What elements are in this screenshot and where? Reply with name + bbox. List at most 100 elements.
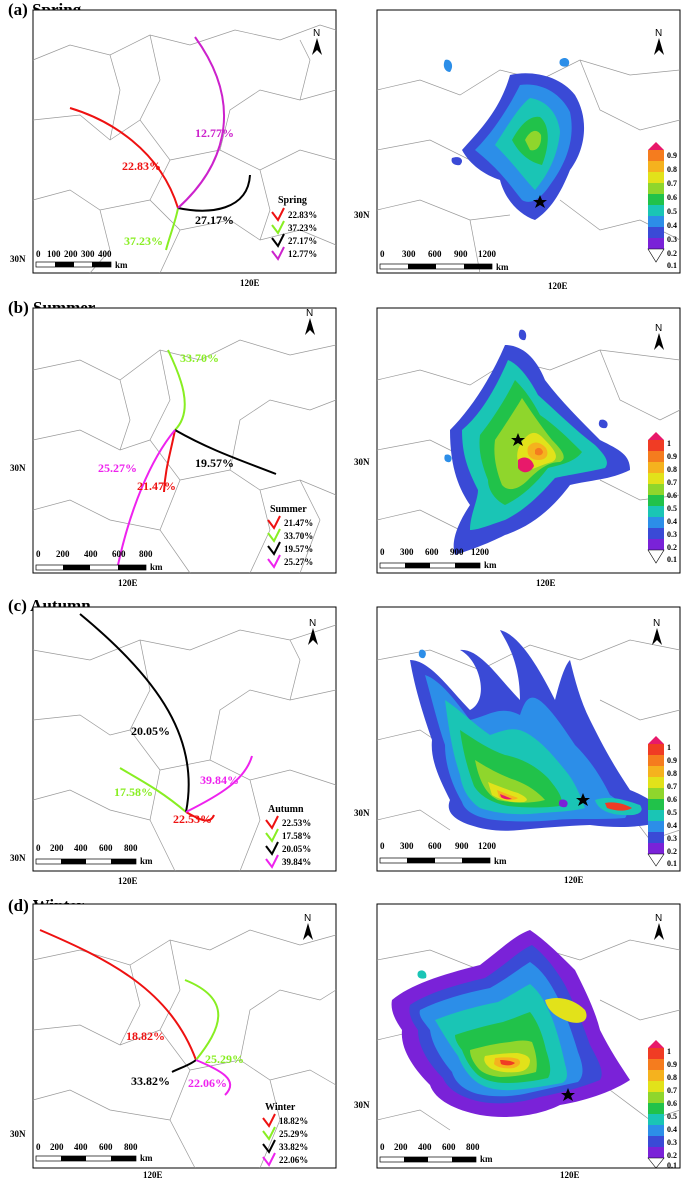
svg-text:400: 400 xyxy=(418,1142,432,1152)
svg-text:600: 600 xyxy=(428,249,442,259)
svg-text:30N: 30N xyxy=(354,210,370,220)
svg-text:0.4: 0.4 xyxy=(667,221,677,230)
north-arrow: N xyxy=(308,618,318,645)
right-scale-bar: 0 300 600 900 1200 km xyxy=(379,841,507,866)
svg-text:33.82%: 33.82% xyxy=(131,1074,170,1088)
svg-text:0.1: 0.1 xyxy=(667,555,677,564)
svg-text:0.7: 0.7 xyxy=(667,1086,677,1095)
svg-text:0.9: 0.9 xyxy=(667,151,677,160)
svg-text:30N: 30N xyxy=(354,1100,370,1110)
svg-text:Summer: Summer xyxy=(270,504,307,515)
svg-text:N: N xyxy=(306,308,313,319)
legend-entry-2: 37.23% xyxy=(288,223,317,233)
svg-text:20.05%: 20.05% xyxy=(282,844,311,854)
svg-text:0: 0 xyxy=(380,547,385,557)
svg-text:km: km xyxy=(150,562,163,572)
svg-text:22.53%: 22.53% xyxy=(173,812,212,826)
svg-text:400: 400 xyxy=(84,549,98,559)
svg-text:33.70%: 33.70% xyxy=(180,351,219,365)
cluster-2-label: 37.23% xyxy=(124,234,163,248)
svg-text:120E: 120E xyxy=(548,281,568,291)
svg-text:200: 200 xyxy=(50,843,64,853)
svg-text:0.1: 0.1 xyxy=(667,1161,677,1170)
svg-text:25.27%: 25.27% xyxy=(284,557,313,567)
svg-text:0.4: 0.4 xyxy=(667,1125,677,1134)
trajectories xyxy=(79,613,253,822)
svg-text:800: 800 xyxy=(466,1142,480,1152)
svg-text:0.5: 0.5 xyxy=(667,504,677,513)
legend-entry-1: 22.83% xyxy=(288,210,317,220)
svg-text:0: 0 xyxy=(380,249,385,259)
panel-winter: (d) Winter N 18.82% 25.29% 33.82% 22.06% xyxy=(8,896,681,1180)
left-scale-bar: 0 100 200 300 400 km xyxy=(35,249,128,270)
svg-text:33.82%: 33.82% xyxy=(279,1142,308,1152)
svg-text:22.06%: 22.06% xyxy=(279,1155,308,1165)
svg-text:km: km xyxy=(115,260,128,270)
svg-text:25.27%: 25.27% xyxy=(98,461,137,475)
left-scale-bar: 0 200 400 600 800 km xyxy=(35,1142,153,1163)
panel-autumn: (c) Autumn N 22.53% 17.58% 20.05% 39.84% xyxy=(8,596,681,886)
svg-text:0: 0 xyxy=(36,249,41,259)
svg-text:0.3: 0.3 xyxy=(667,530,677,539)
svg-text:120E: 120E xyxy=(564,875,584,885)
svg-text:1: 1 xyxy=(667,439,671,448)
svg-text:400: 400 xyxy=(74,1142,88,1152)
svg-text:Winter: Winter xyxy=(265,1102,296,1113)
right-scale-bar: 0 300 600 900 1200 km xyxy=(379,249,509,272)
svg-text:N: N xyxy=(304,913,311,924)
svg-text:0.8: 0.8 xyxy=(667,1073,677,1082)
svg-text:19.57%: 19.57% xyxy=(284,544,313,554)
svg-text:km: km xyxy=(494,856,507,866)
svg-text:19.57%: 19.57% xyxy=(195,456,234,470)
svg-text:0.3: 0.3 xyxy=(667,1138,677,1147)
svg-text:33.70%: 33.70% xyxy=(284,531,313,541)
receptor-star-icon xyxy=(561,1088,575,1101)
north-arrow: N xyxy=(312,28,322,55)
svg-text:900: 900 xyxy=(450,547,464,557)
right-scale-bar: 0 200 400 600 800 km xyxy=(379,1142,493,1164)
density-field xyxy=(443,57,585,221)
svg-text:0.2: 0.2 xyxy=(667,847,677,856)
receptor-star-icon xyxy=(533,195,547,208)
svg-text:0.1: 0.1 xyxy=(667,859,677,868)
receptor-star-icon xyxy=(511,433,525,446)
svg-text:0.3: 0.3 xyxy=(667,235,677,244)
density-field xyxy=(444,329,630,555)
svg-text:km: km xyxy=(484,560,497,570)
svg-text:30N: 30N xyxy=(354,457,370,467)
svg-text:0.6: 0.6 xyxy=(667,795,677,804)
svg-text:0.6: 0.6 xyxy=(667,491,677,500)
north-arrow-right: N xyxy=(654,28,664,55)
svg-text:300: 300 xyxy=(400,547,414,557)
svg-text:600: 600 xyxy=(112,549,126,559)
receptor-star-icon xyxy=(576,793,590,806)
svg-text:1: 1 xyxy=(667,1047,671,1056)
svg-text:0.5: 0.5 xyxy=(667,808,677,817)
legend: Winter 18.82% 25.29% 33.82% 22.06% xyxy=(262,1102,308,1167)
colorbar: 1 0.9 0.8 0.7 0.6 0.5 0.4 0.3 0.2 0.1 xyxy=(647,1040,677,1170)
svg-text:0: 0 xyxy=(36,549,41,559)
svg-text:0: 0 xyxy=(36,843,41,853)
north-arrow: N xyxy=(305,308,315,335)
svg-text:120E: 120E xyxy=(143,1170,163,1180)
svg-text:300: 300 xyxy=(400,841,414,851)
panel-spring: (a) Spring N 22.83% 37.23% 27.17% xyxy=(8,0,681,291)
svg-text:22.06%: 22.06% xyxy=(188,1076,227,1090)
svg-text:Autumn: Autumn xyxy=(268,804,304,815)
trajectories xyxy=(69,36,251,251)
svg-text:17.58%: 17.58% xyxy=(282,831,311,841)
svg-text:25.29%: 25.29% xyxy=(205,1052,244,1066)
density-field xyxy=(391,930,630,1117)
colorbar: 0.9 0.8 0.7 0.6 0.5 0.4 0.3 0.2 0.1 xyxy=(647,142,677,270)
left-map-frame xyxy=(32,9,337,274)
svg-text:200: 200 xyxy=(50,1142,64,1152)
right-scale-bar: 0 300 600 900 1200 km xyxy=(379,547,497,570)
svg-text:1: 1 xyxy=(667,743,671,752)
province-boundaries xyxy=(32,24,337,274)
svg-text:0.8: 0.8 xyxy=(667,465,677,474)
svg-text:N: N xyxy=(655,323,662,334)
svg-text:22.53%: 22.53% xyxy=(282,818,311,828)
svg-text:0: 0 xyxy=(380,841,385,851)
trajectory-4 xyxy=(177,36,226,209)
